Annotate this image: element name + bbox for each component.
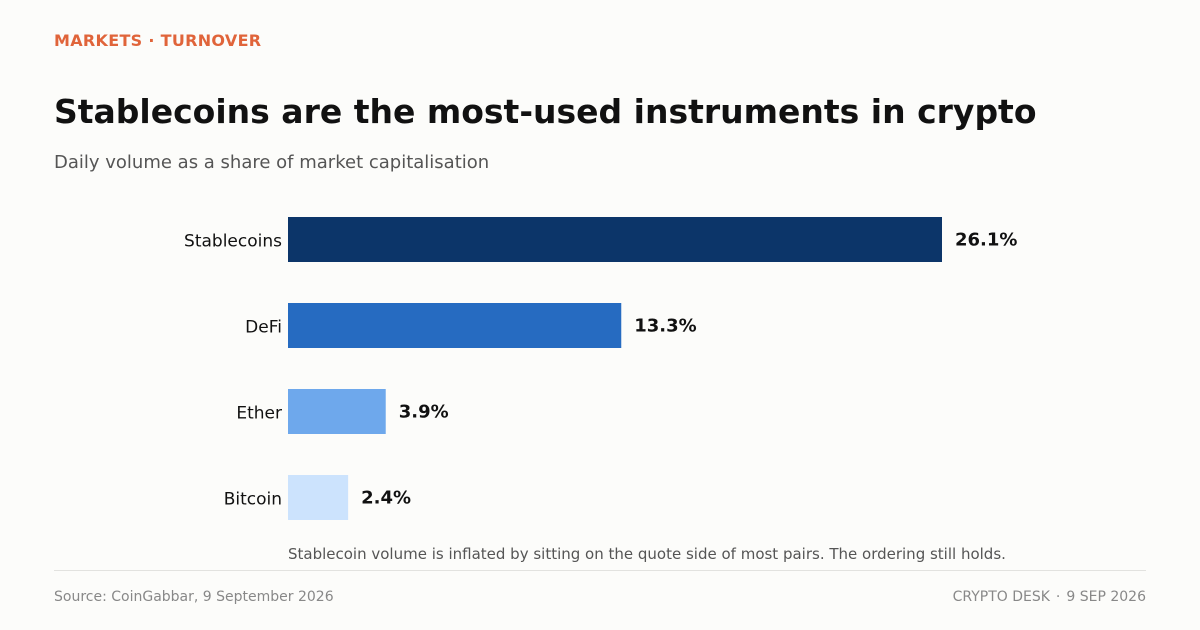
chart-annotation: Stablecoin volume is inflated by sitting… — [288, 545, 1006, 563]
footer-divider — [54, 570, 1146, 571]
category-label: Bitcoin — [224, 490, 282, 510]
bar — [288, 389, 386, 434]
brand-separator: · — [1055, 589, 1061, 605]
value-label: 2.4% — [361, 488, 411, 509]
value-label: 3.9% — [399, 402, 449, 423]
category-label: DeFi — [245, 318, 282, 338]
category-label: Ether — [236, 404, 282, 424]
footer-brand: CRYPTO DESK · 9 SEP 2026 — [953, 589, 1146, 605]
page-title: Stablecoins are the most-used instrument… — [54, 92, 1037, 131]
value-label: 13.3% — [634, 316, 696, 337]
value-label: 26.1% — [955, 230, 1017, 251]
page-subtitle: Daily volume as a share of market capita… — [54, 152, 490, 173]
brand-name: CRYPTO DESK — [952, 589, 1050, 605]
kicker: MARKETS · TURNOVER — [54, 31, 262, 50]
category-label: Stablecoins — [184, 232, 282, 252]
bar — [288, 475, 349, 520]
publish-date: 9 SEP 2026 — [1066, 589, 1146, 605]
bar — [288, 217, 942, 262]
bar — [288, 303, 622, 348]
source-note: Source: CoinGabbar, 9 September 2026 — [54, 589, 334, 605]
